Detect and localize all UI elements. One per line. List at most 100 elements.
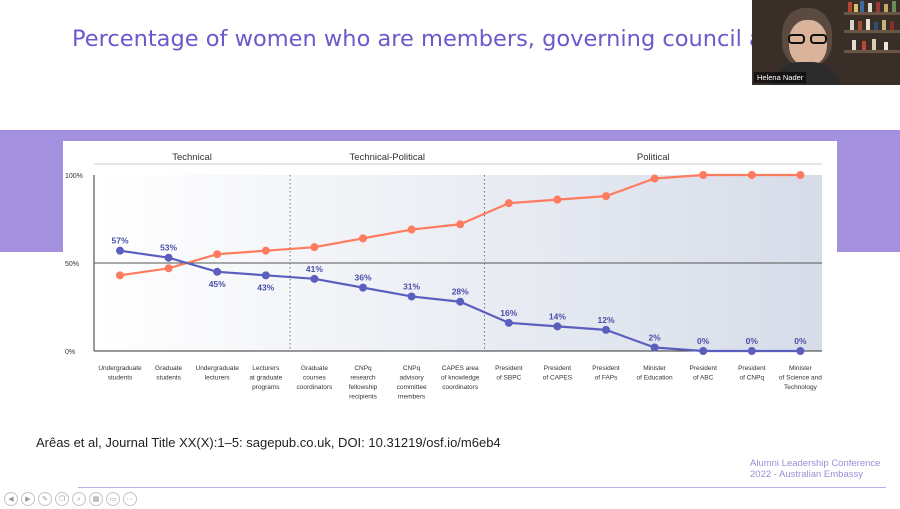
data-point [650,343,659,352]
data-label: 41% [306,264,323,274]
x-tick-label: CNPq research fellowship recipients [349,365,378,401]
book [876,2,880,12]
data-point [456,297,465,306]
data-point [310,274,319,283]
book [884,42,888,50]
book [892,1,896,12]
data-point [116,271,124,280]
x-tick-label: Lecturers at graduate programs [249,365,282,391]
chart-card: Technical Technical-Political Political 10… [63,141,837,417]
pen-icon[interactable]: ✎ [38,492,52,506]
x-tick-label: President of SBPC [495,365,523,382]
data-point [261,271,270,280]
data-point [504,199,513,208]
footer-line-1: Alumni Leadership Conference [750,458,881,469]
data-label: 45% [209,279,226,289]
data-label: 57% [111,236,128,246]
grid-icon[interactable]: ▦ [89,492,103,506]
data-point [504,318,513,327]
glasses [788,34,828,44]
participant-name: Helena Nader [754,72,807,83]
data-label: 36% [354,273,371,283]
data-label: 14% [549,311,566,321]
book [882,20,886,30]
data-label: 0% [746,336,759,346]
bookshelf [844,30,900,33]
presentation-toolbar: ◀ ▶ ✎ ❐ ⌕ ▦ ▭ ⋯ [4,492,137,506]
back-icon[interactable]: ◀ [4,492,18,506]
data-point [407,292,416,301]
book [850,20,854,30]
data-label: 53% [160,243,177,253]
data-label: 0% [794,336,807,346]
line-chart: Technical Technical-Political Political 10… [65,152,822,401]
bookshelf [844,50,900,53]
book [860,1,864,12]
data-label: 16% [500,308,517,318]
book [848,2,852,12]
data-label: 31% [403,281,420,291]
x-tick-label: Minister of Science and Technology [779,365,822,391]
data-point [553,195,562,204]
data-point [650,174,659,183]
footer-note: Alumni Leadership Conference 2022 - Aust… [750,458,898,480]
book [890,21,894,30]
book [874,22,878,30]
data-label: 2% [648,332,661,342]
data-point [116,246,124,255]
x-tick-label: President of CNPq [738,365,766,382]
x-tick-label: President of ABC [689,365,717,382]
x-tick-label: Minister of Education [637,365,674,382]
data-point [213,267,222,276]
zoom-icon[interactable]: ⌕ [72,492,86,506]
section-label: Technical-Political [350,152,426,163]
y-tick-label: 50% [65,261,79,268]
x-tick-label: President of CAPES [543,365,573,382]
forward-icon[interactable]: ▶ [21,492,35,506]
data-point [359,283,367,292]
copy-icon[interactable]: ❐ [55,492,69,506]
book [852,40,856,50]
section-label: Technical [172,152,212,163]
citation-text: Arêas et al, Journal Title XX(X):1–5: sa… [36,435,501,450]
data-label: 28% [452,287,469,297]
data-point [602,192,610,201]
x-tick-label: Undergraduate students [98,365,142,382]
data-point [407,225,416,234]
data-point [213,250,222,259]
book [862,41,866,50]
x-tick-label: CAPES area of knowledge coordinators [441,365,480,391]
data-point [602,325,610,334]
data-point [359,234,367,243]
data-label: 12% [597,315,614,325]
book [858,21,862,30]
x-tick-label: CNPq advisory committee members [397,365,427,401]
slide-title: Percentage of women who are members, gov… [72,26,752,52]
data-label: 43% [257,282,274,292]
book [866,19,870,30]
bookshelf [844,12,900,15]
footer-divider [78,487,886,488]
data-point [747,347,756,355]
book [884,4,888,12]
more-icon[interactable]: ⋯ [123,492,137,506]
footer-line-2: 2022 - Australian Embassy [750,469,864,480]
data-point [796,347,805,355]
data-point [164,253,173,262]
data-point [699,347,708,355]
section-label: Political [637,152,670,163]
x-tick-label: Undergraduate lecturers [196,365,240,382]
y-tick-label: 100% [65,173,83,180]
participant-video[interactable]: Helena Nader [752,0,900,85]
data-point [553,322,562,331]
x-tick-label: Graduate courses coordinators [297,365,334,391]
data-point [456,220,465,229]
book [854,4,858,12]
data-point [796,171,805,179]
book [872,39,876,50]
x-tick-label: President of FAPs [592,365,620,382]
screen-icon[interactable]: ▭ [106,492,120,506]
data-point [699,171,708,179]
y-tick-label: 0% [65,349,75,356]
data-point [747,171,756,179]
